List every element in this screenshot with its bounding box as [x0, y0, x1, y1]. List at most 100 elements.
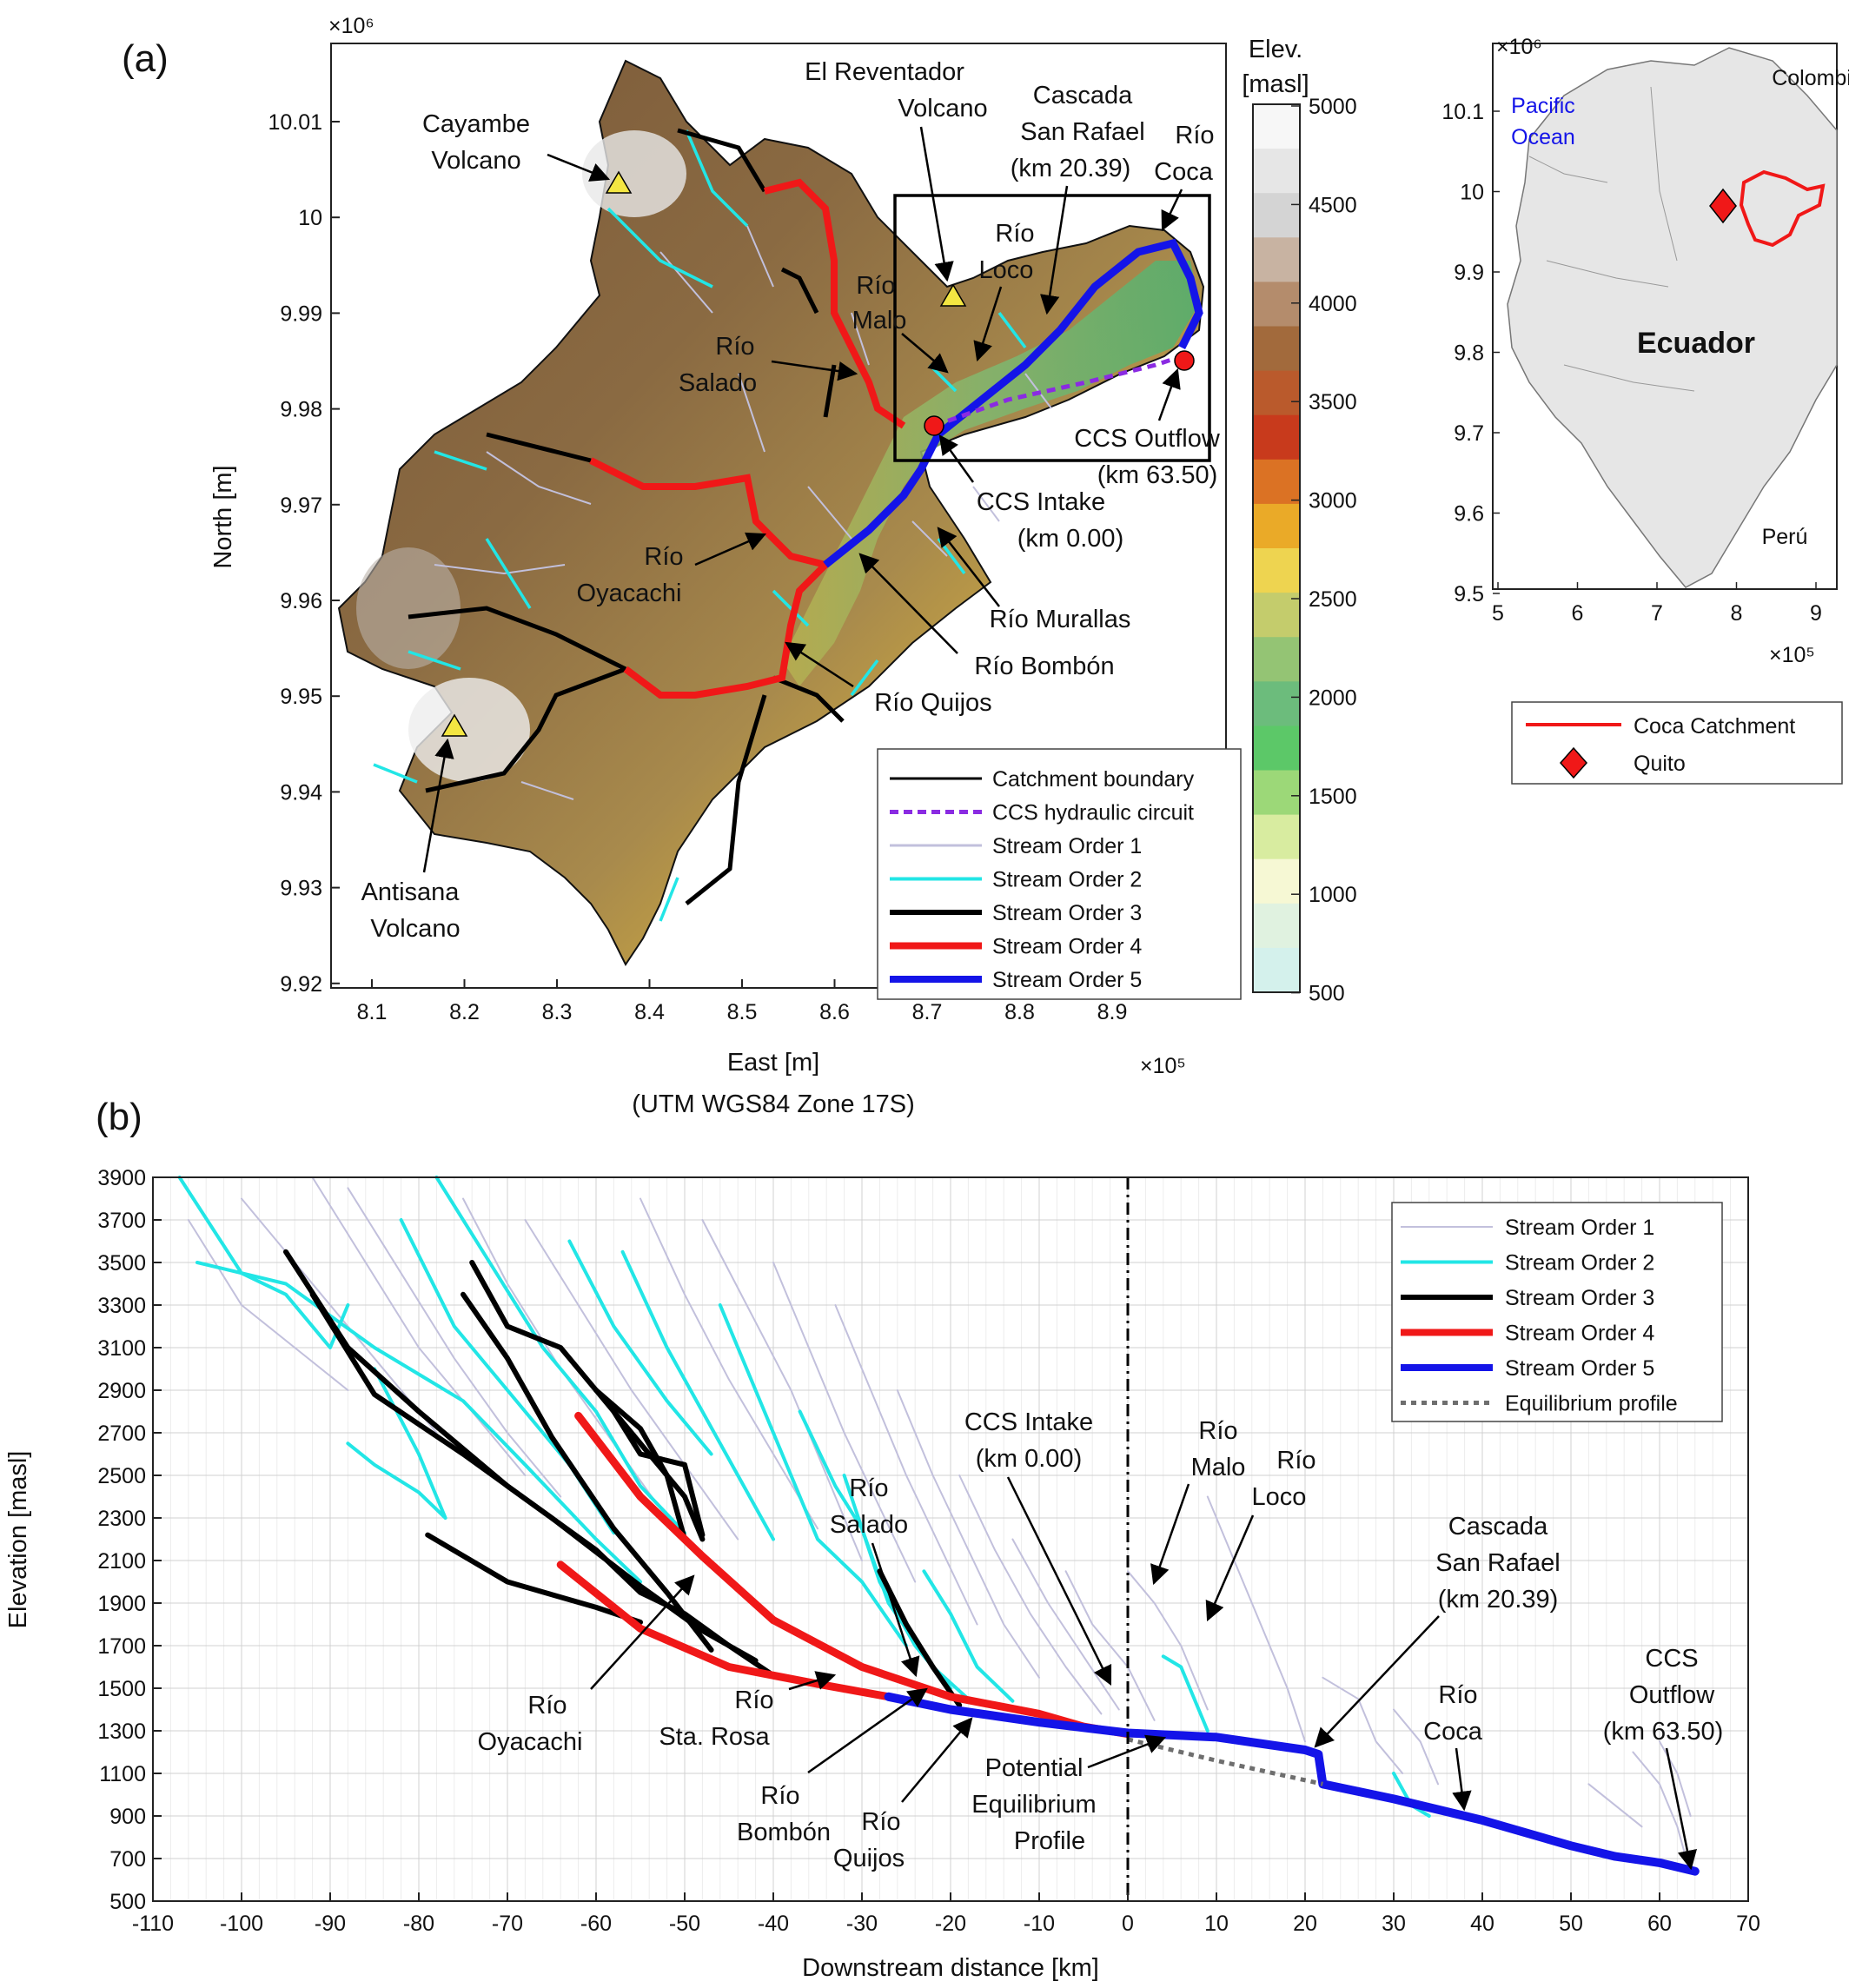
inset-pacific-1: Pacific — [1511, 94, 1575, 118]
colorbar-block — [1253, 593, 1300, 638]
b-arrow-potential — [1087, 1734, 1167, 1769]
ann-cascada-3: (km 20.39) — [1011, 155, 1131, 182]
chart-y-tick-label: 1100 — [99, 1762, 146, 1786]
series-line-stream-order-2 — [718, 1303, 908, 1647]
inset-map: Colombia Pacific Ocean Ecuador Perú ×10⁶… — [1441, 35, 1849, 667]
inset-pacific-2: Ocean — [1511, 125, 1575, 149]
ann-intake-2: (km 0.00) — [1017, 525, 1123, 553]
colorbar-block — [1253, 503, 1300, 549]
chart-x-tick-label: -110 — [132, 1912, 174, 1936]
map-x-exponent: ×10⁵ — [1140, 1054, 1186, 1078]
series-line-stream-order-1 — [1064, 1570, 1156, 1721]
chart-y-tick-label: 1900 — [97, 1592, 146, 1616]
ann-murallas: Río Murallas — [990, 606, 1131, 633]
ann-cascada-1: Cascada — [1033, 82, 1133, 109]
ann-reventador-1: El Reventador — [805, 58, 964, 86]
b-ann-outflow-3: (km 63.50) — [1603, 1718, 1724, 1746]
map-x-tick-label: 8.3 — [542, 1000, 573, 1024]
ann-oyacachi-1: Río — [644, 543, 683, 571]
chart-x-tick-label: 30 — [1382, 1912, 1406, 1936]
b-arrow-coca — [1452, 1747, 1472, 1812]
chart-legend-label: Stream Order 4 — [1505, 1322, 1654, 1346]
colorbar-tick-label: 2500 — [1309, 587, 1357, 612]
ann-loco-1: Río — [995, 220, 1034, 248]
colorbar-tick-label: 4000 — [1309, 292, 1357, 316]
antisana-marker — [441, 713, 468, 737]
arrow-outflow — [1157, 368, 1181, 421]
map-y-exponent: ×10⁶ — [328, 14, 374, 38]
inset-y-tick-label: 9.7 — [1454, 421, 1484, 446]
colorbar-title-1: Elev. — [1249, 36, 1302, 63]
series-line-stream-order-3 — [611, 1408, 706, 1538]
map-legend-label: Catchment boundary — [992, 767, 1195, 792]
b-ann-outflow-2: Outflow — [1629, 1681, 1715, 1709]
series-line-stream-order-1 — [1393, 1708, 1439, 1786]
ann-malo-2: Malo — [852, 307, 907, 335]
b-arrow-starosa — [788, 1671, 837, 1691]
reventador-marker — [939, 283, 967, 307]
series-line-stream-order-2 — [567, 1239, 713, 1456]
series-line-stream-order-2 — [620, 1249, 775, 1541]
series-line-stream-order-3 — [461, 1291, 714, 1653]
b-arrow-cascada — [1314, 1615, 1440, 1748]
chart-y-tick-label: 1700 — [97, 1634, 146, 1659]
b-ann-intake-1: CCS Intake — [964, 1408, 1093, 1436]
series-line-stream-order-1 — [1632, 1751, 1687, 1859]
arrow-oyacachi — [694, 532, 767, 567]
colorbar-tick-label: 4500 — [1309, 193, 1357, 217]
ccs-intake-marker — [924, 415, 944, 436]
chart-y-tick-label: 3100 — [97, 1336, 146, 1361]
colorbar-block — [1253, 814, 1300, 860]
inset-colombia: Colombia — [1772, 66, 1849, 90]
map-legend-label: Stream Order 5 — [992, 968, 1142, 992]
series-line-stream-order-3 — [877, 1568, 963, 1708]
map-legend-label: Stream Order 4 — [992, 935, 1142, 959]
chart-ylabel: Elevation [masl] — [4, 1451, 32, 1629]
chart-y-tick-label: 1300 — [97, 1720, 146, 1744]
ecuador-land — [1507, 47, 1838, 588]
inset-x-tick-label: 8 — [1731, 601, 1743, 626]
map-y-tick-label: 9.95 — [280, 685, 322, 709]
map-y-tick-label: 9.97 — [280, 494, 322, 518]
chart-x-tick-label: -50 — [669, 1912, 700, 1936]
b-ann-malo-1: Río — [1198, 1417, 1237, 1445]
inset-ecuador: Ecuador — [1637, 327, 1755, 360]
chart-x-tick-label: -60 — [580, 1912, 612, 1936]
colorbar-block — [1253, 548, 1300, 593]
series-line-stream-order-2 — [196, 1261, 642, 1584]
chart-x-tick-label: 10 — [1204, 1912, 1229, 1936]
ann-malo-1: Río — [856, 272, 895, 300]
colorbar-block — [1253, 903, 1300, 949]
chart-y-tick-label: 3900 — [97, 1166, 146, 1190]
map-y-tick-label: 9.94 — [280, 780, 322, 805]
b-ann-coca-1: Río — [1438, 1681, 1477, 1709]
colorbar-block — [1253, 326, 1300, 372]
series-line-stream-order-1 — [1322, 1676, 1404, 1774]
chart-x-tick-label: 70 — [1736, 1912, 1760, 1936]
b-ann-starosa-2: Sta. Rosa — [659, 1723, 770, 1751]
series-line-stream-order-2 — [922, 1569, 1015, 1703]
series-line-stream-order-1 — [1127, 1570, 1209, 1711]
colorbar-tick-label: 5000 — [1309, 95, 1357, 119]
series-line-stream-order-1 — [1659, 1740, 1692, 1817]
chart-x-tick-label: -100 — [220, 1912, 263, 1936]
ann-salado-2: Salado — [679, 369, 757, 397]
colorbar-block — [1253, 637, 1300, 682]
map-y-tick-label: 10 — [298, 206, 322, 230]
arrow-cascada — [1040, 185, 1069, 315]
colorbar-block — [1253, 459, 1300, 505]
map-x-tick-label: 8.8 — [1004, 1000, 1035, 1024]
b-ann-intake-2: (km 0.00) — [976, 1445, 1082, 1473]
ann-cayambe-2: Volcano — [431, 147, 520, 175]
series-line-stream-order-1 — [1587, 1783, 1643, 1828]
inset-y-tick-label: 9.6 — [1454, 502, 1484, 527]
ann-loco-2: Loco — [979, 256, 1034, 284]
profile-chart: -110 -100 -90 -80 -70 -60 -50 -40 -30 -20 -10 0 10 20… — [4, 1166, 1760, 1982]
series-line-stream-order-1 — [311, 1176, 527, 1476]
map-x-tick-label: 8.2 — [449, 1000, 480, 1024]
map-y-tick-label: 9.96 — [280, 589, 322, 613]
chart-y-ticks: 500 700 900 1100 1300 1500 1700 1900 2100 2300 250… — [97, 1166, 162, 1914]
chart-legend: Stream Order 1 Stream Order 2 Stream Order… — [1391, 1202, 1723, 1422]
series-line-stream-order-1 — [958, 1474, 1103, 1715]
series-line-stream-order-3 — [309, 1291, 759, 1664]
